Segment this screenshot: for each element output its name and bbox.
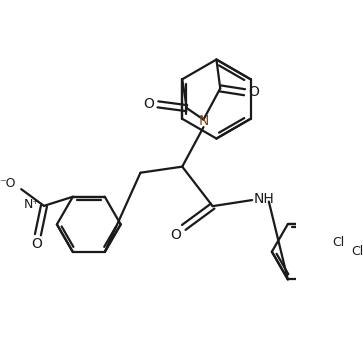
Text: ⁻O: ⁻O bbox=[0, 176, 16, 190]
Text: O: O bbox=[143, 97, 154, 111]
Text: NH: NH bbox=[254, 191, 275, 205]
Text: Cl: Cl bbox=[351, 245, 363, 258]
Text: N: N bbox=[198, 114, 209, 128]
Text: Cl: Cl bbox=[332, 236, 344, 249]
Text: O: O bbox=[248, 85, 259, 99]
Text: N⁺: N⁺ bbox=[24, 198, 40, 211]
Text: O: O bbox=[31, 237, 42, 251]
Text: O: O bbox=[171, 228, 182, 242]
